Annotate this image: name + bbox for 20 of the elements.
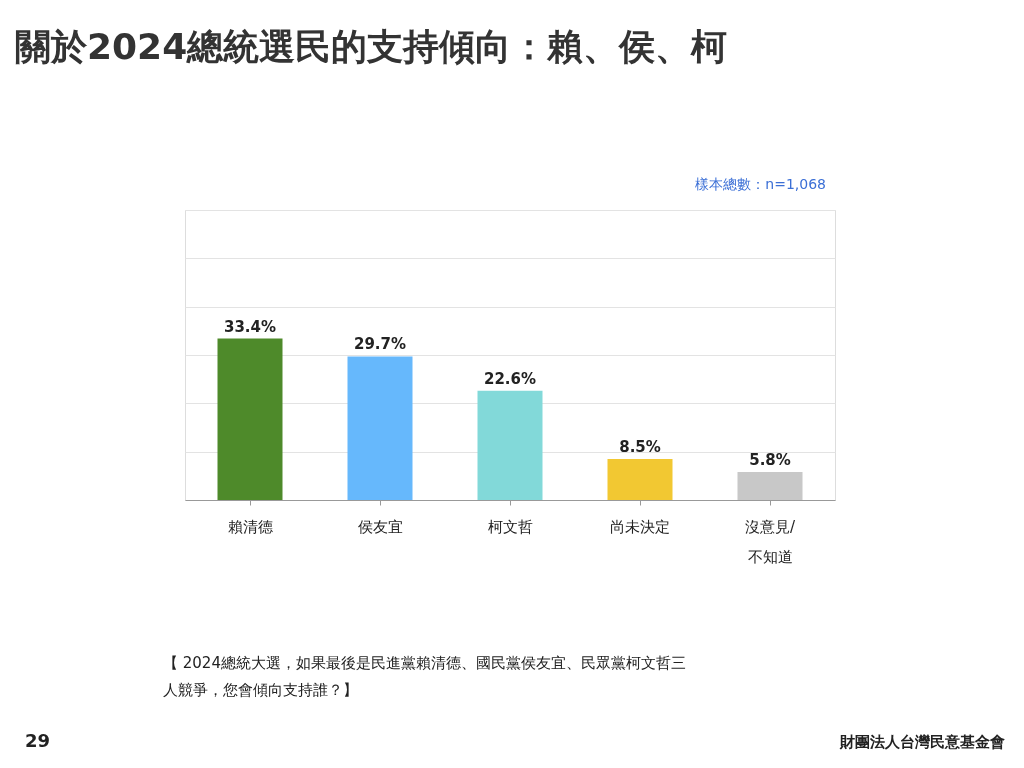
bar — [737, 471, 803, 500]
data-label: 5.8% — [749, 450, 791, 469]
x-tick-label: 尚未決定 — [610, 517, 670, 536]
data-label: 29.7% — [353, 335, 407, 354]
text: 29 — [25, 730, 51, 751]
x-tick-label: 賴清德 — [227, 517, 273, 536]
text: 樣本總數：n=1,068 — [695, 176, 826, 192]
text: 【 2024總統大選，如果最後是民進黨賴清德、國民黨侯友宜、民眾黨柯文哲三人競爭，您會傾向支持誰？】 — [163, 654, 686, 699]
data-label: 22.6% — [483, 369, 537, 388]
data-label: 8.5% — [619, 437, 661, 456]
text: 財團法人台灣民意基金會 — [839, 733, 1005, 751]
bar — [607, 458, 673, 500]
x-tick-label: 柯文哲 — [487, 517, 533, 536]
bar — [217, 338, 283, 500]
bar — [477, 390, 543, 500]
bar — [347, 356, 413, 500]
x-tick-label: 侯友宜 — [357, 517, 403, 536]
x-tick-label: 沒意見/ 不知道 — [744, 517, 796, 566]
chart-title: 關於2024總統選民的支持傾向：賴、侯、柯 — [15, 26, 728, 67]
data-label: 33.4% — [223, 317, 277, 336]
